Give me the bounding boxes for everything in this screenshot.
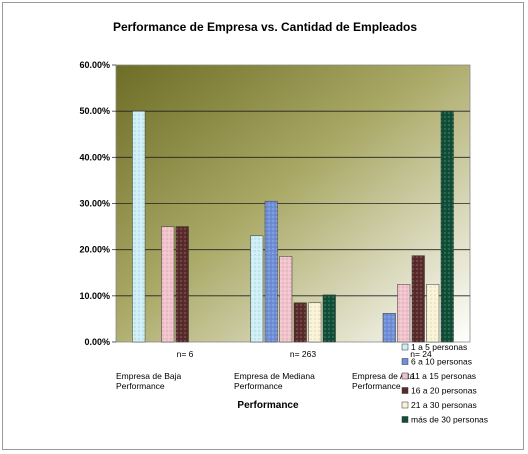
gridlines: [116, 110, 470, 297]
legend-swatch: [401, 387, 409, 394]
legend-swatch: [401, 358, 409, 365]
bar-texture: [323, 294, 336, 342]
bar-texture: [132, 111, 145, 343]
legend-label: 11 a 15 personas: [411, 371, 476, 381]
legend-swatch: [401, 401, 409, 409]
bar-texture: [441, 111, 454, 343]
bar-texture: [308, 302, 321, 342]
y-axis-ticks: 0.00% 10.00% 20.00% 30.00% 40.00% 50.00% 60.00…: [79, 60, 116, 347]
legend-label: más de 30 personas: [411, 415, 488, 425]
bar-texture: [176, 226, 189, 342]
bar-texture: [397, 284, 410, 342]
y-tick-label: 50.00%: [79, 106, 110, 116]
category-label-line2: Performance: [234, 381, 283, 391]
y-tick-label: 40.00%: [79, 152, 110, 162]
legend-label: 6 a 10 personas: [411, 357, 472, 367]
chart-title: Performance de Empresa vs. Cantidad de E…: [113, 20, 417, 34]
bar-texture: [279, 256, 292, 342]
category-label: Empresa de Alta: [352, 371, 415, 381]
legend-swatch: [401, 372, 409, 380]
legend-swatch: [401, 343, 409, 351]
category-label: Empresa de Mediana: [234, 371, 315, 381]
legend: 1 a 5 personas 6 a 10 personas 11 a 15 per…: [401, 342, 488, 425]
sample-size-label: n= 263: [290, 349, 317, 359]
bars: [132, 110, 454, 343]
y-tick-label: 0.00%: [84, 337, 110, 347]
bar-texture: [383, 313, 396, 342]
sample-size-label: n= 24: [410, 349, 432, 359]
y-tick-label: 60.00%: [79, 60, 110, 70]
legend-label: 21 a 30 personas: [411, 400, 477, 410]
bar-texture: [294, 302, 307, 342]
legend-swatch: [401, 416, 409, 423]
bar-texture: [412, 255, 425, 342]
category-label-line2: Performance: [116, 381, 165, 391]
y-tick-label: 30.00%: [79, 199, 110, 209]
bar-texture: [161, 226, 174, 342]
x-axis-title: Performance: [237, 400, 299, 411]
category-label: Empresa de Baja: [116, 371, 181, 381]
legend-label: 16 a 20 personas: [411, 386, 477, 396]
bar-texture: [426, 284, 439, 342]
y-tick-label: 20.00%: [79, 245, 110, 255]
y-tick-label: 10.00%: [79, 291, 110, 301]
category-label-line2: Performance: [352, 381, 401, 391]
sample-size-label: n= 6: [177, 349, 194, 359]
bar-texture: [250, 235, 263, 342]
legend-label: 1 a 5 personas: [411, 342, 467, 352]
bar-texture: [265, 201, 278, 342]
